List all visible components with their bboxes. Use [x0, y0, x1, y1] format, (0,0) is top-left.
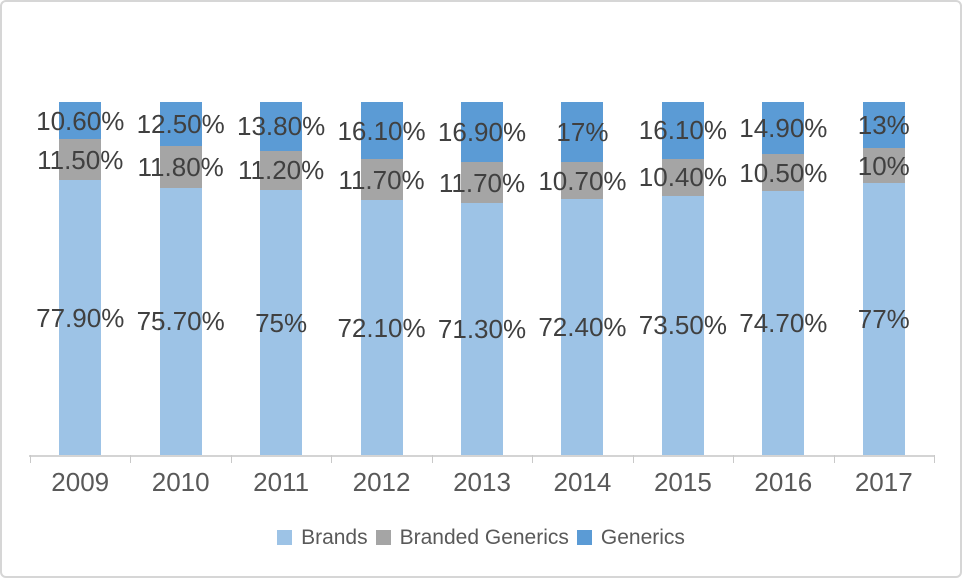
legend-item-generics: Generics — [576, 526, 685, 549]
segment-branded-generics-2015 — [661, 158, 704, 196]
data-label-branded-generics-2014: 10.70% — [538, 165, 627, 196]
data-label-brands-2014: 72.40% — [538, 312, 627, 343]
segment-generics-2010 — [159, 102, 202, 147]
legend-label-branded-generics: Branded Generics — [399, 526, 569, 549]
x-axis-tick — [130, 455, 132, 463]
x-axis-tick — [431, 455, 433, 463]
segment-brands-2014 — [561, 199, 604, 455]
legend-swatch-branded-generics — [375, 530, 391, 545]
data-label-branded-generics-2016: 10.50% — [739, 157, 828, 188]
data-label-branded-generics-2010: 11.80% — [137, 151, 224, 182]
segment-brands-2011 — [260, 190, 303, 455]
segment-branded-generics-2011 — [260, 150, 303, 191]
data-label-generics-2015: 16.10% — [638, 115, 727, 146]
data-label-generics-2013: 16.90% — [437, 117, 527, 148]
x-axis-label-2013: 2013 — [453, 467, 511, 497]
data-label-brands-2015: 73.50% — [638, 310, 727, 341]
segment-brands-2013 — [461, 203, 503, 455]
data-label-branded-generics-2011: 11.20% — [237, 155, 325, 186]
x-axis-label-2012: 2012 — [352, 467, 411, 497]
segment-generics-2015 — [661, 102, 704, 159]
data-label-branded-generics-2013: 11.70% — [438, 167, 526, 198]
legend-item-branded-generics: Branded Generics — [375, 526, 569, 549]
x-axis-label-2017: 2017 — [854, 467, 913, 497]
x-axis-tick — [733, 455, 735, 463]
legend-label-generics: Generics — [600, 526, 685, 549]
segment-generics-2014 — [561, 101, 604, 162]
x-axis-label-2010: 2010 — [151, 467, 210, 497]
x-axis-tick — [632, 455, 634, 463]
segment-branded-generics-2009 — [59, 139, 102, 180]
data-label-brands-2016: 74.70% — [739, 308, 828, 339]
legend-swatch-generics — [576, 530, 592, 545]
x-axis-line — [29, 455, 935, 457]
legend-item-brands: Brands — [277, 527, 368, 548]
x-axis-label-2009: 2009 — [51, 467, 110, 497]
data-label-generics-2012: 16.10% — [337, 115, 426, 146]
segment-branded-generics-2012 — [360, 159, 403, 201]
data-label-generics-2011: 13.80% — [237, 111, 326, 142]
x-axis-label-2015: 2015 — [653, 467, 712, 497]
data-label-brands-2009: 77.90% — [36, 302, 125, 333]
segment-generics-2013 — [461, 102, 503, 162]
data-label-branded-generics-2012: 11.70% — [338, 164, 425, 195]
data-label-generics-2009: 10.60% — [36, 105, 125, 136]
data-label-brands-2012: 72.10% — [337, 312, 426, 343]
segment-branded-generics-2017 — [862, 147, 905, 184]
segment-branded-generics-2014 — [561, 161, 604, 200]
segment-generics-2016 — [762, 101, 805, 155]
segment-brands-2012 — [360, 200, 403, 455]
x-axis-tick — [230, 455, 232, 463]
segment-generics-2011 — [260, 102, 303, 151]
data-label-branded-generics-2017: 10% — [857, 150, 910, 181]
data-label-generics-2016: 14.90% — [739, 112, 828, 143]
segment-branded-generics-2016 — [762, 154, 805, 192]
segment-branded-generics-2010 — [159, 146, 202, 188]
data-label-branded-generics-2009: 11.50% — [37, 144, 124, 175]
segment-brands-2009 — [59, 180, 102, 455]
data-label-brands-2011: 75% — [255, 307, 308, 338]
legend: Brands Branded Generics Generics — [2, 527, 960, 548]
x-axis-tick — [532, 455, 534, 463]
x-axis-label-2011: 2011 — [253, 467, 310, 497]
segment-brands-2015 — [661, 195, 704, 455]
x-axis-label-2014: 2014 — [553, 467, 612, 497]
data-label-generics-2010: 12.50% — [136, 109, 225, 140]
x-axis-tick — [331, 455, 333, 463]
segment-brands-2016 — [762, 191, 805, 455]
x-axis-tick — [833, 455, 835, 463]
segment-generics-2012 — [360, 102, 403, 160]
legend-label-brands: Brands — [301, 526, 368, 549]
x-axis-tick — [934, 455, 935, 463]
legend-swatch-brands — [277, 530, 293, 545]
segment-branded-generics-2013 — [461, 162, 503, 204]
segment-brands-2017 — [862, 183, 905, 455]
data-label-brands-2017: 77% — [857, 304, 910, 335]
data-label-generics-2014: 17% — [556, 116, 609, 147]
data-label-brands-2013: 71.30% — [437, 314, 527, 345]
data-label-brands-2010: 75.70% — [136, 306, 225, 337]
data-label-branded-generics-2015: 10.40% — [638, 162, 727, 193]
segment-generics-2017 — [862, 102, 905, 148]
x-axis-label-2016: 2016 — [754, 467, 813, 497]
segment-brands-2010 — [159, 187, 202, 455]
x-axis-tick — [30, 455, 31, 463]
data-label-generics-2017: 13% — [857, 109, 910, 140]
segment-generics-2009 — [59, 102, 102, 140]
